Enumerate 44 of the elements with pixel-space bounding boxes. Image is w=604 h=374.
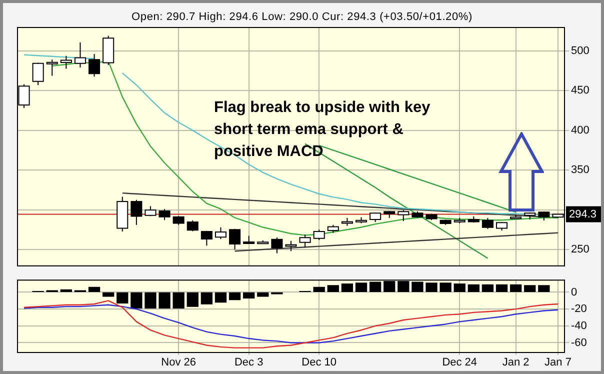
- y-tick-label: -60: [571, 336, 587, 349]
- bar: [355, 282, 368, 292]
- bar: [130, 292, 142, 309]
- bar: [172, 292, 184, 309]
- bar: [102, 292, 114, 297]
- x-tick-label: Dec 10: [302, 356, 337, 369]
- bar: [313, 286, 325, 292]
- bar: [454, 283, 466, 292]
- bar: [158, 292, 170, 309]
- y-tick-label: 250: [571, 244, 590, 256]
- bar: [257, 292, 269, 297]
- x-tick-label: Jan 2: [502, 356, 530, 369]
- bar: [482, 284, 494, 292]
- y-tick-label: 400: [571, 124, 590, 136]
- y-tick-label: -40: [571, 320, 587, 332]
- bar: [510, 284, 522, 292]
- y-tick-label: 450: [571, 84, 590, 97]
- y-tick-label: 0: [571, 286, 578, 298]
- x-tick-label: Dec 3: [234, 356, 264, 369]
- bar: [228, 292, 241, 300]
- chart-subtitle: Open: 290.7 High: 294.6 Low: 290.0 Cur: 294.3 (+03.50/+01.20%): [130, 11, 474, 23]
- bar: [524, 285, 536, 292]
- y-tick-label: 500: [571, 44, 590, 57]
- bar: [88, 286, 100, 292]
- bar: [496, 284, 508, 292]
- bar: [60, 289, 72, 292]
- bar: [327, 285, 339, 292]
- bar: [341, 283, 354, 292]
- x-tick-label: Dec 24: [442, 356, 478, 369]
- y-tick-label: 350: [571, 164, 590, 176]
- bar: [116, 292, 128, 304]
- y-tick-label: -20: [571, 303, 587, 316]
- bar: [186, 292, 198, 307]
- bar: [468, 284, 480, 292]
- bar: [214, 292, 227, 303]
- bar: [243, 292, 255, 298]
- bar: [144, 292, 156, 309]
- bar: [440, 282, 452, 292]
- bar: [538, 285, 550, 292]
- x-tick-label: Nov 26: [161, 356, 196, 369]
- bar: [426, 282, 438, 292]
- bar: [200, 292, 213, 304]
- x-tick-label: Jan 7: [544, 356, 572, 369]
- ref-line-label: 294.3: [569, 208, 597, 220]
